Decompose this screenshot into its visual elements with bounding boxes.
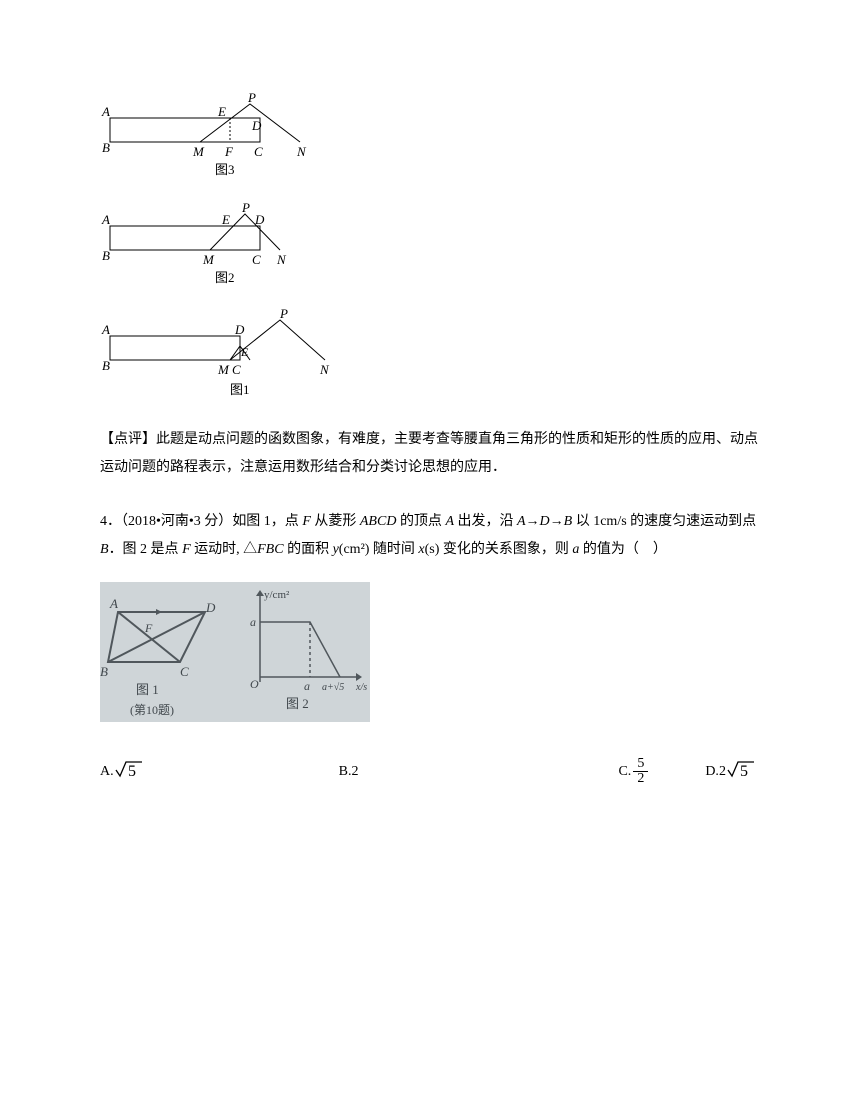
sqrt-5-d: 5 bbox=[726, 758, 756, 785]
option-a: A. 5 bbox=[100, 758, 144, 785]
svg-text:B: B bbox=[102, 140, 110, 155]
commentary-text: 此题是动点问题的函数图象，有难度，主要考查等腰直角三角形的性质和矩形的性质的应用… bbox=[100, 432, 758, 475]
svg-text:图3: 图3 bbox=[215, 162, 235, 177]
svg-text:图1: 图1 bbox=[230, 382, 250, 397]
svg-text:M: M bbox=[192, 144, 205, 159]
svg-text:N: N bbox=[276, 252, 287, 267]
svg-text:D: D bbox=[234, 322, 245, 337]
fraction-5-2: 5 2 bbox=[633, 757, 648, 786]
commentary: 【点评】此题是动点问题的函数图象，有难度，主要考查等腰直角三角形的性质和矩形的性… bbox=[100, 426, 760, 482]
svg-text:P: P bbox=[247, 90, 256, 105]
svg-text:B: B bbox=[102, 248, 110, 263]
q-source: （2018•河南•3 分） bbox=[121, 514, 232, 529]
svg-text:图 1: 图 1 bbox=[136, 682, 159, 697]
svg-text:N: N bbox=[319, 362, 330, 377]
option-c: C. 5 2 bbox=[618, 757, 650, 786]
figure-2: A B E D P M C N 图2 bbox=[100, 198, 760, 288]
question-figure: A D B C F 图 1 (第10题) y/cm² a O bbox=[100, 582, 760, 727]
commentary-prefix: 【点评】 bbox=[100, 432, 156, 447]
svg-text:A: A bbox=[109, 596, 118, 611]
svg-text:E: E bbox=[240, 345, 249, 359]
svg-text:5: 5 bbox=[740, 763, 748, 780]
option-d: D. 2 5 bbox=[705, 758, 756, 785]
svg-text:C: C bbox=[180, 664, 189, 679]
svg-text:E: E bbox=[221, 212, 230, 227]
svg-text:a: a bbox=[304, 679, 310, 693]
options-row: A. 5 B. 2 C. 5 2 D. 2 5 bbox=[100, 757, 760, 786]
svg-text:M: M bbox=[217, 362, 230, 377]
svg-text:C: C bbox=[232, 362, 241, 377]
svg-text:图 2: 图 2 bbox=[286, 696, 309, 711]
svg-text:F: F bbox=[224, 144, 234, 159]
svg-text:O: O bbox=[250, 677, 259, 691]
figure-1-svg: A B D E P M C N 图1 bbox=[100, 306, 330, 400]
svg-text:M: M bbox=[202, 252, 215, 267]
svg-text:C: C bbox=[254, 144, 263, 159]
svg-text:x/s: x/s bbox=[355, 682, 367, 693]
svg-text:D: D bbox=[205, 600, 216, 615]
figure-3-svg: A B E D P M F C N 图3 bbox=[100, 90, 310, 180]
svg-text:P: P bbox=[241, 200, 250, 215]
svg-text:F: F bbox=[144, 621, 153, 635]
question-figure-svg: A D B C F 图 1 (第10题) y/cm² a O bbox=[100, 582, 370, 722]
option-b: B. 2 bbox=[339, 764, 359, 780]
svg-text:D: D bbox=[251, 118, 262, 133]
svg-text:a: a bbox=[250, 615, 256, 629]
svg-text:C: C bbox=[252, 252, 261, 267]
svg-text:A: A bbox=[101, 104, 110, 119]
figure-1: A B D E P M C N 图1 bbox=[100, 306, 760, 400]
svg-text:D: D bbox=[254, 212, 265, 227]
svg-text:A: A bbox=[101, 322, 110, 337]
svg-text:图2: 图2 bbox=[215, 270, 235, 285]
svg-text:B: B bbox=[100, 664, 108, 679]
svg-text:E: E bbox=[217, 104, 226, 119]
svg-text:(第10题): (第10题) bbox=[130, 703, 174, 717]
svg-text:B: B bbox=[102, 358, 110, 373]
sqrt-5-a: 5 bbox=[114, 758, 144, 785]
question-4: 4．（2018•河南•3 分）如图 1，点 F 从菱形 ABCD 的顶点 A 出… bbox=[100, 508, 760, 564]
svg-text:a+√5: a+√5 bbox=[322, 682, 344, 693]
svg-text:5: 5 bbox=[128, 763, 136, 780]
svg-text:y/cm²: y/cm² bbox=[264, 589, 290, 601]
figure-3: A B E D P M F C N 图3 bbox=[100, 90, 760, 180]
svg-text:N: N bbox=[296, 144, 307, 159]
figure-2-svg: A B E D P M C N 图2 bbox=[100, 198, 300, 288]
q-number: 4． bbox=[100, 514, 121, 529]
svg-text:A: A bbox=[101, 212, 110, 227]
svg-text:P: P bbox=[279, 306, 288, 321]
